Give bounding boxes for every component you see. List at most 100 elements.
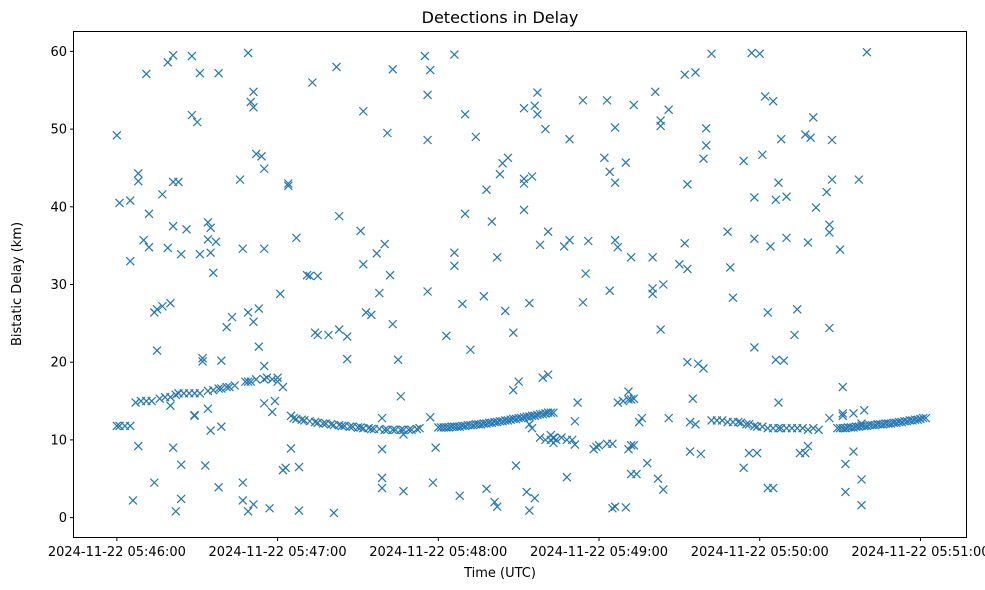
data-point-marker xyxy=(249,87,258,97)
data-point-marker xyxy=(283,181,293,191)
data-point-marker xyxy=(857,500,866,510)
data-point-marker xyxy=(610,123,620,132)
data-point-marker xyxy=(701,141,711,150)
data-point-marker xyxy=(516,413,526,423)
data-point-marker xyxy=(326,419,336,429)
data-point-marker xyxy=(112,130,122,140)
x-tick-label: 2024-11-22 05:50:00 xyxy=(691,545,829,560)
data-point-marker xyxy=(549,433,558,443)
data-point-marker xyxy=(626,440,636,450)
x-tick-label: 2024-11-22 05:49:00 xyxy=(530,545,668,560)
data-point-marker xyxy=(112,421,122,431)
data-point-marker xyxy=(682,179,692,189)
data-point-marker xyxy=(203,404,213,414)
data-point-marker xyxy=(431,443,441,453)
data-point-marker xyxy=(377,444,387,454)
data-point-marker xyxy=(254,304,264,314)
data-point-marker xyxy=(682,264,692,274)
y-axis: 0 10 20 30 40 50 60 xyxy=(50,45,74,526)
data-point-marker xyxy=(514,377,524,387)
data-point-marker xyxy=(565,235,574,245)
data-point-marker xyxy=(757,150,767,160)
data-point-marker xyxy=(131,398,141,408)
data-point-marker xyxy=(624,387,633,397)
data-point-marker xyxy=(243,377,253,387)
data-point-marker xyxy=(366,310,376,320)
chart-title: Detections in Delay xyxy=(422,8,579,27)
data-point-marker xyxy=(460,109,470,119)
data-point-marker xyxy=(388,319,398,329)
y-axis-label: Bistatic Delay (km) xyxy=(10,222,25,346)
data-point-marker xyxy=(605,167,615,177)
data-point-marker xyxy=(361,308,371,317)
data-point-marker xyxy=(808,113,818,122)
data-point-marker xyxy=(524,506,534,516)
data-point-marker xyxy=(749,193,759,202)
data-point-marker xyxy=(267,407,277,417)
data-point-marker xyxy=(224,382,234,392)
data-point-marker xyxy=(562,472,572,482)
data-point-marker xyxy=(583,236,593,246)
data-point-marker xyxy=(527,172,537,181)
data-point-marker xyxy=(374,288,384,298)
data-point-marker xyxy=(157,189,167,199)
data-point-marker xyxy=(208,268,218,278)
data-point-marker xyxy=(238,496,248,505)
data-point-marker xyxy=(155,394,165,404)
data-point-marker xyxy=(163,57,173,67)
data-point-marker xyxy=(423,135,433,145)
data-point-marker xyxy=(849,409,858,418)
data-point-marker xyxy=(125,196,135,206)
data-point-marker xyxy=(270,396,280,406)
data-point-marker xyxy=(857,419,866,428)
data-point-marker xyxy=(216,384,226,394)
data-point-marker xyxy=(152,304,162,314)
data-point-marker xyxy=(152,346,162,355)
data-point-marker xyxy=(918,413,928,423)
data-point-marker xyxy=(757,422,767,432)
data-point-marker xyxy=(913,415,923,425)
y-tick-label: 10 xyxy=(50,433,67,448)
data-points xyxy=(112,47,931,518)
data-point-marker xyxy=(530,411,540,421)
data-point-marker xyxy=(766,242,775,251)
data-point-marker xyxy=(275,289,285,299)
data-point-marker xyxy=(267,374,277,384)
data-point-marker xyxy=(626,395,636,404)
data-point-marker xyxy=(342,354,352,364)
data-point-marker xyxy=(168,443,178,453)
data-point-marker xyxy=(259,398,269,408)
data-point-marker xyxy=(648,289,658,299)
data-point-marker xyxy=(594,440,604,450)
data-point-marker xyxy=(358,259,368,269)
data-point-marker xyxy=(211,237,221,247)
y-tick-label: 0 xyxy=(59,511,67,526)
data-point-marker xyxy=(691,419,700,429)
data-point-marker xyxy=(602,95,612,105)
data-point-marker xyxy=(543,370,553,380)
data-point-marker xyxy=(479,291,489,301)
data-point-marker xyxy=(774,423,783,433)
data-point-marker xyxy=(281,463,291,473)
data-point-marker xyxy=(530,101,540,111)
data-point-marker xyxy=(717,416,727,425)
data-point-marker xyxy=(377,473,387,483)
data-point-marker xyxy=(768,96,778,106)
data-point-marker xyxy=(495,169,505,179)
data-point-marker xyxy=(573,398,583,408)
data-point-marker xyxy=(176,494,186,504)
data-point-marker xyxy=(238,478,248,488)
data-point-marker xyxy=(286,444,296,453)
data-point-marker xyxy=(356,423,366,432)
data-point-marker xyxy=(808,423,818,433)
data-point-marker xyxy=(632,469,641,479)
data-point-marker xyxy=(755,49,765,59)
data-point-marker xyxy=(776,134,786,144)
data-point-marker xyxy=(827,175,837,185)
data-point-marker xyxy=(428,478,438,488)
data-point-marker xyxy=(380,239,390,249)
data-point-marker xyxy=(557,433,566,442)
data-point-marker xyxy=(707,49,716,59)
data-point-marker xyxy=(618,396,628,406)
data-point-marker xyxy=(549,408,558,418)
